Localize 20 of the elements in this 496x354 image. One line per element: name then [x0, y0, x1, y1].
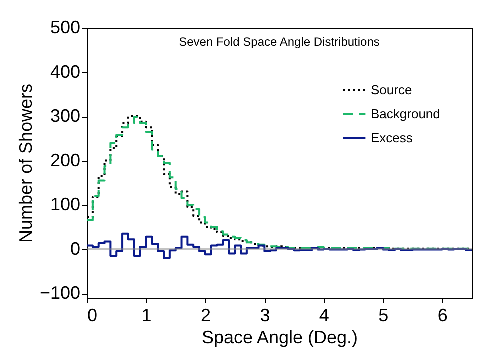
x-tick-label: 3	[260, 306, 270, 326]
y-tick-label: 500	[50, 18, 80, 38]
text: Seven Fold Space Angle Distributions	[179, 35, 380, 49]
legend-label: Background	[371, 106, 440, 122]
x-tick-label: 6	[438, 306, 448, 326]
x-tick-label: 5	[378, 306, 389, 326]
y-tick-label: 0	[70, 238, 80, 259]
x-tick-label: 4	[319, 306, 330, 326]
x-tick-label: 1	[142, 306, 152, 326]
y-tick-label: 100	[50, 194, 80, 215]
x-axis-title: Space Angle (Deg.)	[202, 328, 358, 348]
y-axis-title: Number of Showers	[16, 84, 36, 244]
y-tick-label: 300	[50, 106, 80, 126]
y-tick-label: 400	[50, 62, 80, 82]
legend-label: Source	[371, 82, 412, 98]
legend-label: Excess	[371, 130, 414, 146]
x-tick-label: 0	[88, 306, 98, 326]
x-tick-label: 2	[200, 306, 211, 326]
y-tick-label: −100	[40, 283, 80, 304]
y-tick-label: 200	[50, 150, 80, 170]
